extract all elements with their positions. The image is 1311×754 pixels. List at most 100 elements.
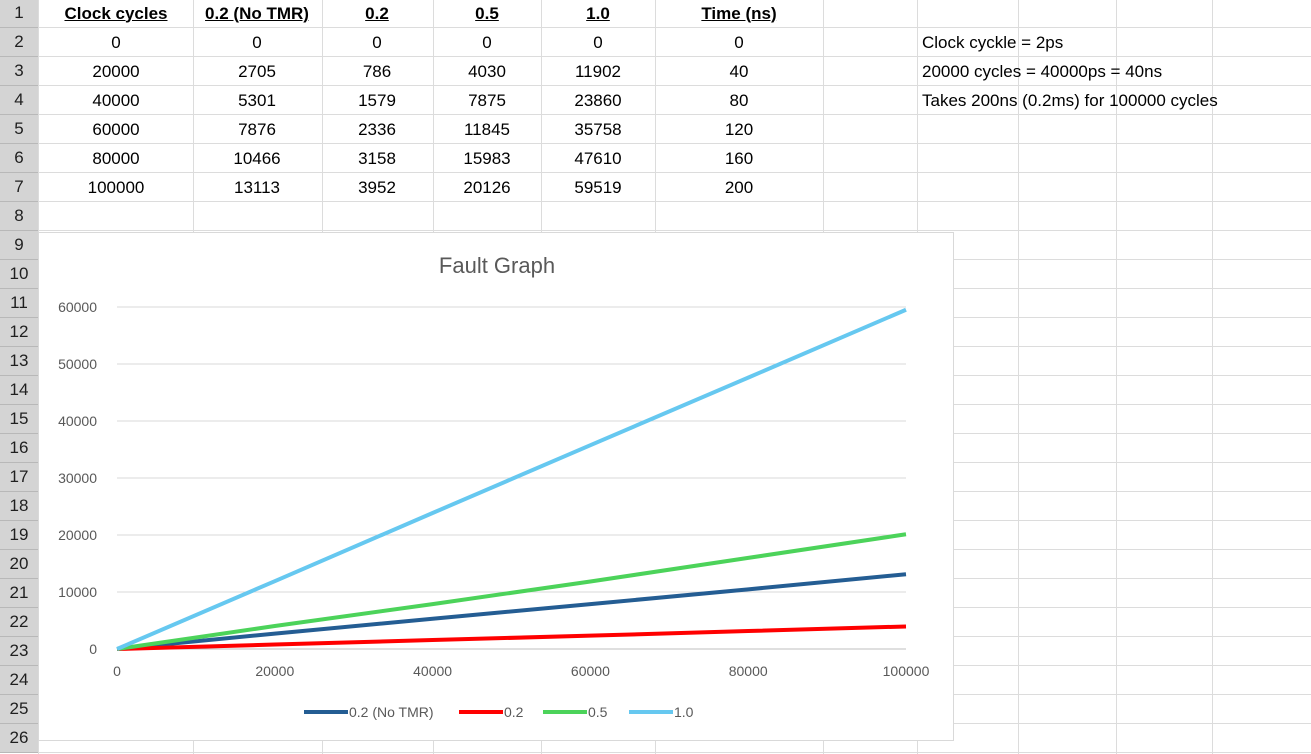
data-cell[interactable]: 47610	[574, 148, 622, 168]
column-gridline	[1212, 0, 1213, 754]
row-header[interactable]: 18	[0, 492, 38, 521]
data-cell[interactable]: 15983	[463, 148, 511, 168]
data-cell[interactable]: 20000	[92, 61, 140, 81]
y-tick-label: 50000	[58, 356, 97, 372]
row-header[interactable]: 8	[0, 202, 38, 231]
row-header[interactable]: 26	[0, 724, 38, 753]
x-tick-label: 40000	[413, 663, 452, 679]
row-header[interactable]: 14	[0, 376, 38, 405]
row-header[interactable]: 22	[0, 608, 38, 637]
x-tick-label: 0	[113, 663, 121, 679]
data-cell[interactable]: 0	[593, 32, 603, 52]
row-header[interactable]: 12	[0, 318, 38, 347]
data-cell[interactable]: 20126	[463, 177, 511, 197]
row-header[interactable]: 19	[0, 521, 38, 550]
y-tick-label: 20000	[58, 527, 97, 543]
column-header-cell[interactable]: 0.2 (No TMR)	[205, 3, 309, 23]
column-header-cell[interactable]: 0.5	[475, 3, 499, 23]
row-header[interactable]: 6	[0, 144, 38, 173]
y-tick-label: 40000	[58, 413, 97, 429]
data-cell[interactable]: 200	[724, 177, 754, 197]
row-header[interactable]: 24	[0, 666, 38, 695]
x-tick-label: 20000	[255, 663, 294, 679]
y-tick-label: 60000	[58, 299, 97, 315]
data-cell[interactable]: 160	[724, 148, 754, 168]
data-cell[interactable]: 0	[252, 32, 262, 52]
data-cell[interactable]: 0	[372, 32, 382, 52]
row-header[interactable]: 2	[0, 28, 38, 57]
row-gridline	[38, 85, 1311, 86]
note-cell[interactable]: Clock cyckle = 2ps	[922, 32, 1064, 52]
data-cell[interactable]: 11902	[574, 61, 621, 81]
row-header[interactable]: 1	[0, 0, 38, 28]
data-cell[interactable]: 7875	[468, 90, 506, 110]
data-cell[interactable]: 0	[734, 32, 744, 52]
data-cell[interactable]: 60000	[92, 119, 140, 139]
column-header-cell[interactable]: Clock cycles	[64, 3, 168, 23]
row-header[interactable]: 7	[0, 173, 38, 202]
y-tick-label: 0	[89, 641, 97, 657]
data-cell[interactable]: 10466	[233, 148, 281, 168]
chart-title: Fault Graph	[439, 253, 555, 278]
row-header[interactable]: 5	[0, 115, 38, 144]
data-cell[interactable]: 4030	[468, 61, 506, 81]
note-cell[interactable]: 20000 cycles = 40000ps = 40ns	[922, 61, 1163, 81]
data-cell[interactable]: 35758	[574, 119, 622, 139]
data-cell[interactable]: 59519	[574, 177, 622, 197]
row-header[interactable]: 17	[0, 463, 38, 492]
row-header[interactable]: 4	[0, 86, 38, 115]
row-header[interactable]: 15	[0, 405, 38, 434]
data-cell[interactable]: 100000	[87, 177, 145, 197]
series-line-0[interactable]	[116, 572, 907, 651]
row-header[interactable]: 9	[0, 231, 38, 260]
row-gridline	[38, 114, 1311, 115]
data-cell[interactable]: 120	[724, 119, 754, 139]
y-tick-label: 30000	[58, 470, 97, 486]
data-cell[interactable]: 786	[362, 61, 392, 81]
row-header[interactable]: 10	[0, 260, 38, 289]
data-cell[interactable]: 2336	[358, 119, 396, 139]
row-header[interactable]: 3	[0, 57, 38, 86]
row-gridline	[38, 230, 1311, 231]
x-tick-label: 60000	[571, 663, 610, 679]
data-cell[interactable]: 0	[482, 32, 492, 52]
row-header[interactable]: 21	[0, 579, 38, 608]
column-gridline	[1116, 0, 1117, 754]
data-cell[interactable]: 1579	[358, 90, 396, 110]
data-cell[interactable]: 80000	[92, 148, 140, 168]
column-gridline	[1018, 0, 1019, 754]
row-header[interactable]: 11	[0, 289, 38, 318]
row-gridline	[38, 201, 1311, 202]
row-header[interactable]: 16	[0, 434, 38, 463]
data-cell[interactable]: 13113	[233, 177, 280, 197]
series-line-2[interactable]	[116, 532, 907, 651]
row-gridline	[38, 752, 1311, 753]
row-gridline	[38, 143, 1311, 144]
row-header[interactable]: 23	[0, 637, 38, 666]
data-cell[interactable]: 5301	[238, 90, 276, 110]
column-header-cell[interactable]: Time (ns)	[701, 3, 777, 23]
row-gridline	[38, 172, 1311, 173]
row-header[interactable]: 25	[0, 695, 38, 724]
data-cell[interactable]: 7876	[238, 119, 276, 139]
legend-label: 1.0	[674, 704, 694, 720]
row-header[interactable]: 20	[0, 550, 38, 579]
series-line-3[interactable]	[116, 307, 907, 651]
data-cell[interactable]: 40	[729, 61, 749, 81]
row-gridline	[38, 56, 1311, 57]
column-header-cell[interactable]: 0.2	[365, 3, 389, 23]
fault-graph-chart[interactable]: Fault Graph 0 10000 20000 30000 40000 50000 60…	[38, 232, 954, 741]
data-cell[interactable]: 0	[111, 32, 121, 52]
y-tick-label: 10000	[58, 584, 97, 600]
data-cell[interactable]: 23860	[574, 90, 622, 110]
data-cell[interactable]: 3158	[358, 148, 396, 168]
data-cell[interactable]: 40000	[92, 90, 140, 110]
note-cell[interactable]: Takes 200ns (0.2ms) for 100000 cycles	[922, 90, 1218, 110]
data-cell[interactable]: 3952	[358, 177, 396, 197]
data-cell[interactable]: 2705	[238, 61, 276, 81]
data-cell[interactable]: 11845	[463, 119, 510, 139]
series-line-1[interactable]	[116, 624, 907, 651]
column-header-cell[interactable]: 1.0	[586, 3, 610, 23]
row-header[interactable]: 13	[0, 347, 38, 376]
data-cell[interactable]: 80	[729, 90, 749, 110]
